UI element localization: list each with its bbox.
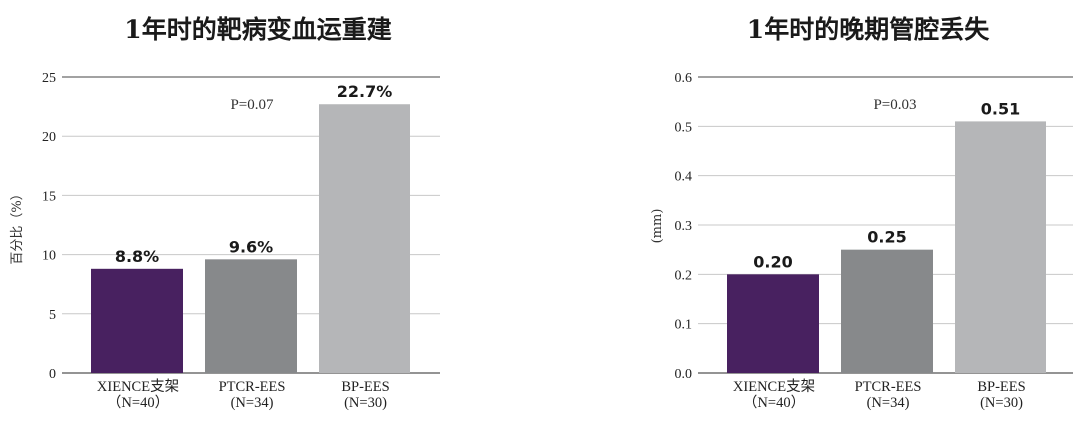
bar: [727, 274, 819, 373]
x-category-label: XIENCE支架: [97, 378, 179, 395]
y-tick-label: 5: [49, 308, 56, 323]
y-tick-label: 10: [42, 249, 56, 264]
y-tick-label: 0.5: [675, 120, 693, 135]
data-label: 0.25: [867, 228, 906, 247]
y-tick-label: 25: [42, 71, 56, 86]
p-value-annotation: P=0.07: [230, 97, 274, 113]
chart-left-tlr: 1年时的靶病变血运重建 0 5 10 15 20 25 百分比（%） P=0.07 8.8% XIE…: [10, 15, 440, 411]
chart-title: 1年时的晚期管腔丢失: [747, 15, 990, 44]
x-category-label: (N=34): [231, 395, 274, 411]
y-tick-label: 0.2: [675, 268, 693, 283]
y-axis-label: (mm): [650, 209, 665, 244]
x-category-label: (N=34): [867, 395, 910, 411]
x-category-label: （N=40）: [743, 394, 805, 411]
y-tick-label: 15: [42, 189, 56, 204]
y-axis-label: 百分比（%）: [10, 187, 25, 264]
x-category-label: (N=30): [980, 395, 1023, 411]
y-tick-label: 20: [42, 130, 56, 145]
bar: [841, 249, 933, 373]
bar: [205, 259, 297, 373]
x-category-label: BP-EES: [341, 379, 389, 395]
y-tick-label: 0.3: [675, 219, 693, 234]
bar: [955, 121, 1046, 374]
y-tick-label: 0.1: [675, 318, 693, 333]
x-category-label: （N=40）: [107, 394, 169, 411]
x-category-label: XIENCE支架: [733, 378, 815, 395]
chart-right-lll: 1年时的晚期管腔丢失 0.0 0.1 0.2 0.3 0.4 0.5 0.6 (mm) P=0.0…: [650, 15, 1073, 411]
y-tick-label: 0.0: [675, 367, 693, 382]
p-value-annotation: P=0.03: [873, 97, 916, 113]
data-label: 9.6%: [229, 237, 273, 256]
data-label: 22.7%: [337, 82, 393, 101]
data-label: 8.8%: [115, 247, 159, 266]
data-label: 0.51: [981, 99, 1020, 118]
x-category-label: (N=30): [344, 395, 387, 411]
x-category-label: PTCR-EES: [219, 379, 286, 395]
bar: [319, 104, 410, 374]
x-category-label: BP-EES: [977, 379, 1025, 395]
bar: [91, 268, 183, 373]
y-tick-label: 0.6: [675, 71, 693, 86]
x-category-label: PTCR-EES: [855, 379, 922, 395]
data-label: 0.20: [753, 252, 792, 271]
y-tick-label: 0: [49, 367, 56, 382]
y-tick-label: 0.4: [675, 170, 693, 185]
chart-title: 1年时的靶病变血运重建: [124, 15, 391, 44]
